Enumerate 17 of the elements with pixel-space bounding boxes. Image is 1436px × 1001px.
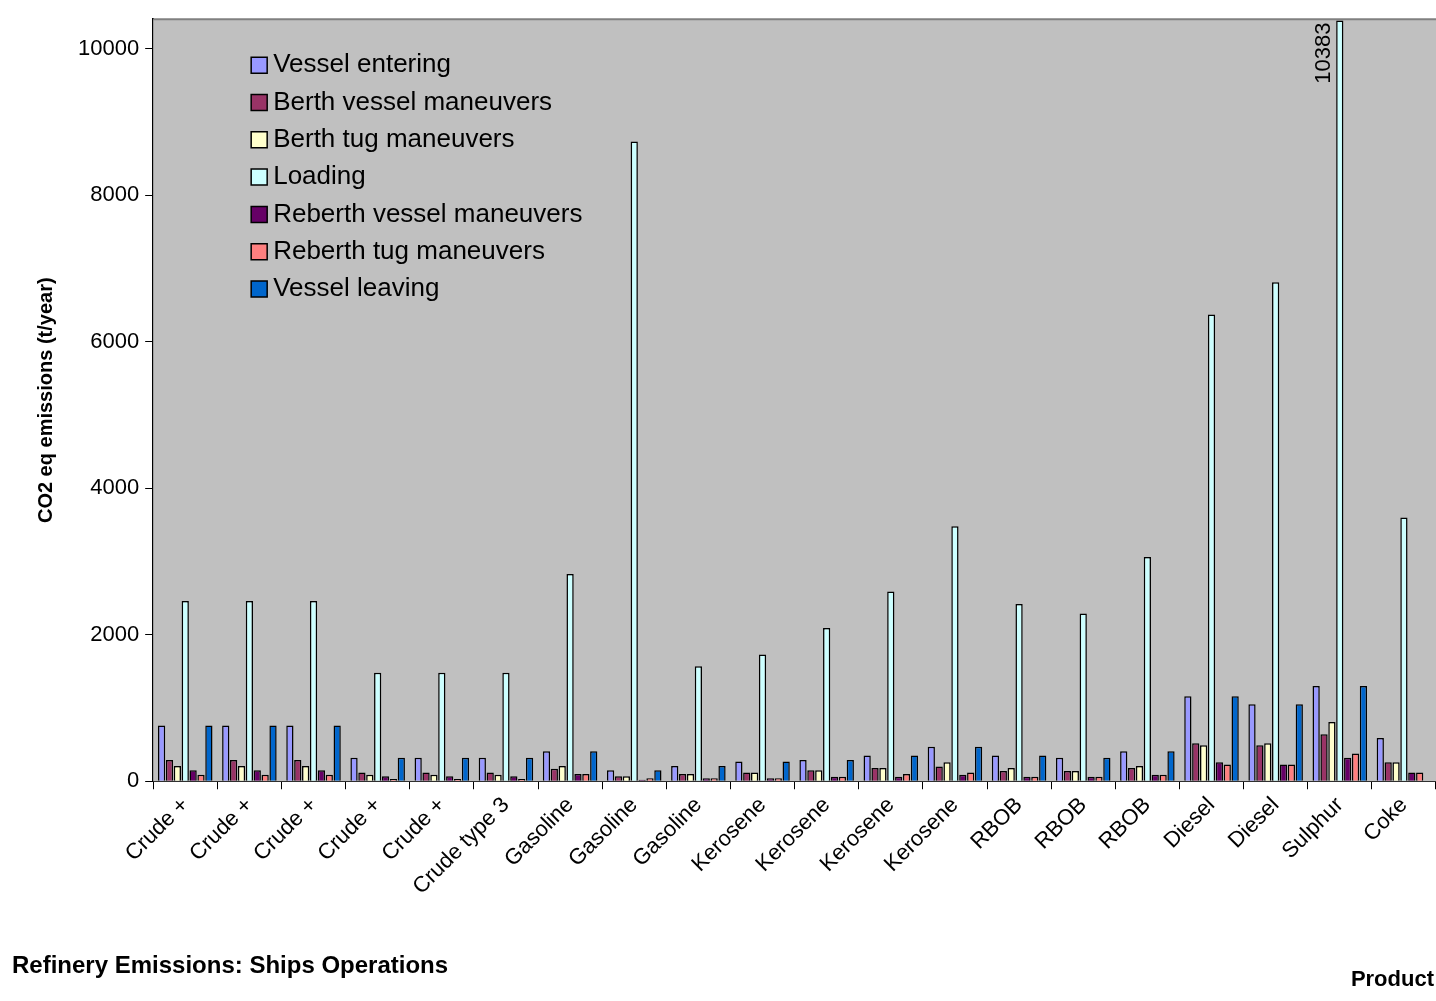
y-tick-label: 10000 (77, 34, 140, 60)
legend-label: Reberth tug maneuvers (273, 234, 545, 265)
text: Refinery Emissions: Ships Operations (12, 951, 449, 978)
legend-label: Vessel entering (273, 48, 451, 79)
legend-label: Loading (273, 160, 366, 191)
y-axis-title: CO2 eq emissions (t/year) (33, 277, 56, 524)
y-tick-label: 6000 (90, 327, 140, 353)
y-tick-label: 4000 (90, 474, 140, 500)
legend-label: Vessel leaving (273, 272, 440, 303)
legend-label: Berth tug maneuvers (273, 122, 515, 153)
legend-label: Berth vessel maneuvers (273, 85, 553, 116)
data-label: 10383 (1309, 22, 1335, 84)
y-tick-label: 2000 (90, 620, 140, 646)
legend-label: Reberth vessel maneuvers (273, 197, 583, 228)
y-tick-label: 0 (126, 767, 140, 793)
y-tick-label: 8000 (90, 181, 140, 207)
x-axis-title: Product (1350, 966, 1435, 991)
